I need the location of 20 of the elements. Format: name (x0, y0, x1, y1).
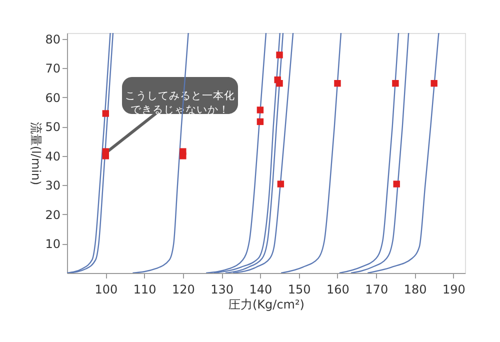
y-tick-label: 50 (45, 120, 60, 134)
x-tick-label: 100 (94, 282, 118, 296)
x-tick-label: 190 (442, 282, 466, 296)
x-tick-label: 140 (249, 282, 272, 296)
y-tick-label: 60 (45, 90, 60, 105)
x-tick-label: 110 (133, 282, 156, 296)
x-tick-label: 130 (210, 282, 234, 296)
x-tick-label: 160 (326, 282, 350, 296)
x-tick-label: 120 (172, 282, 195, 296)
y-tick-label: 40 (45, 149, 60, 164)
y-axis-title: 流量(l/min) (29, 122, 44, 186)
y-tick-label: 10 (45, 237, 60, 252)
x-axis-title: 圧力(Kg/cm²) (228, 298, 304, 312)
y-tick-label: 30 (45, 178, 60, 193)
y-tick-label: 80 (45, 32, 60, 46)
x-tick-label: 180 (404, 282, 427, 296)
y-tick-label: 20 (45, 208, 60, 222)
x-tick-label: 150 (288, 282, 311, 296)
y-tick-label: 70 (45, 62, 60, 76)
x-tick-label: 170 (365, 282, 388, 296)
